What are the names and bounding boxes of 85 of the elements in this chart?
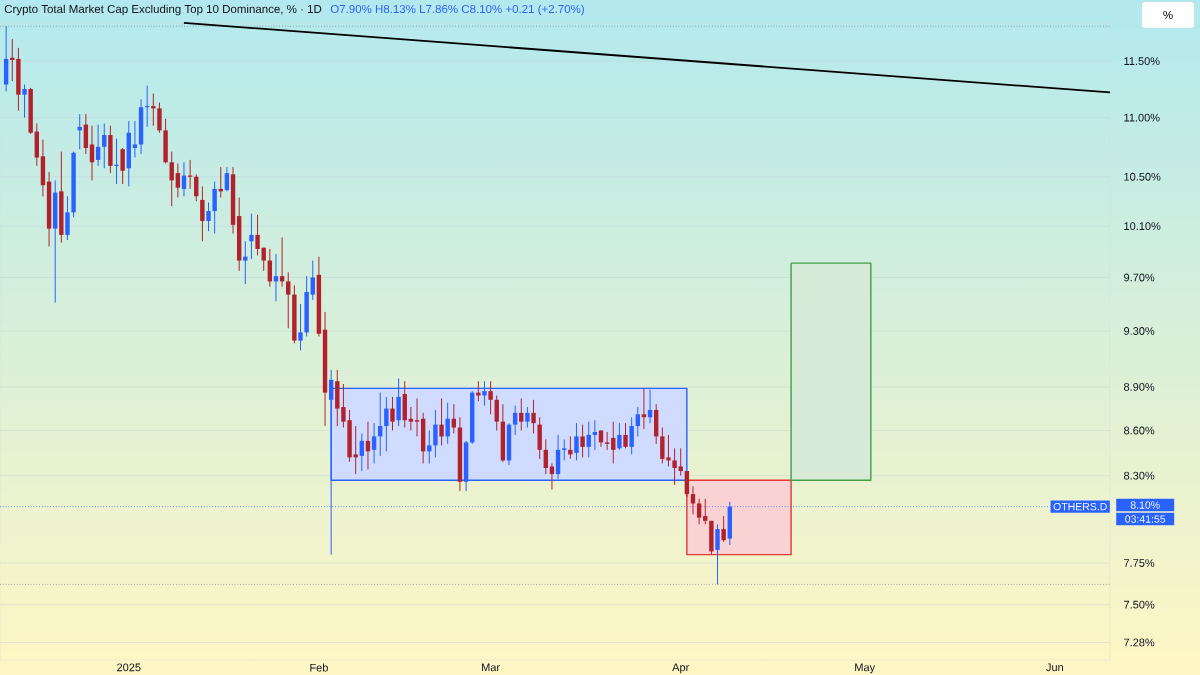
candlestick (574, 422, 579, 461)
y-tick-label: 11.50% (1124, 57, 1160, 65)
candlestick (696, 498, 702, 525)
candlestick (678, 447, 683, 477)
chart-title: Crypto Total Market Cap Excluding Top 10 Dominance, % · 1D (4, 4, 322, 16)
candlestick (562, 438, 567, 461)
candlestick (359, 432, 365, 472)
candlestick (384, 396, 389, 452)
candlestick (672, 447, 677, 486)
candlestick (157, 102, 162, 134)
candlestick (22, 84, 27, 119)
chart-subtitle: O7.90% H8.13% L7.86% C8.10% +0.21 (+2.70%) (330, 4, 584, 16)
candlestick (451, 403, 457, 434)
candlestick (102, 122, 107, 169)
x-tick-label: Apr (672, 663, 690, 674)
candlestick (494, 395, 499, 431)
candlestick (114, 138, 119, 185)
candlestick (617, 422, 622, 451)
candlestick (488, 380, 493, 415)
candlestick (519, 397, 524, 431)
y-tick-label: 10.50% (1124, 172, 1161, 181)
candlestick (132, 120, 138, 159)
candlestick (580, 424, 585, 458)
candlestick (635, 406, 640, 437)
y-tick-label: 7.50% (1124, 600, 1155, 609)
candlestick (224, 166, 230, 192)
candlestick (445, 402, 450, 445)
y-axis-title: % (1163, 10, 1173, 20)
candlestick (200, 185, 205, 242)
candlestick (611, 421, 616, 464)
candlestick (703, 498, 708, 525)
candlestick (206, 201, 211, 232)
y-tick-label: 7.75% (1124, 559, 1155, 567)
y-tick-label: 8.90% (1124, 383, 1155, 391)
candlestick (623, 422, 628, 449)
candlestick (549, 462, 555, 490)
candlestick (592, 419, 598, 451)
candlestick (427, 430, 432, 464)
candlestick (586, 421, 591, 458)
x-tick-label: Jun (1046, 663, 1063, 672)
y-tick-label: 7.28% (1124, 638, 1155, 647)
candlestick (212, 181, 217, 235)
candlestick (310, 260, 315, 301)
candlestick (512, 405, 518, 436)
y-tick-label: 11.00% (1124, 113, 1160, 122)
text: 8.10% (1130, 501, 1160, 509)
candlestick (715, 523, 720, 585)
candlestick (568, 435, 573, 460)
candlestick (286, 271, 291, 329)
candlestick (249, 213, 254, 260)
x-tick-label: 2025 (117, 663, 141, 672)
candlestick (721, 515, 726, 543)
x-tick-label: Feb (310, 663, 328, 672)
candlestick (89, 125, 95, 181)
y-tick-label: 9.70% (1124, 273, 1155, 282)
candlestick (414, 397, 420, 437)
y-tick-label: 9.30% (1124, 327, 1155, 335)
text: 03:41:55 (1125, 515, 1166, 523)
candlestick (151, 93, 156, 127)
candlestick (439, 397, 444, 446)
candlestick (298, 303, 303, 351)
x-tick-label: Mar (482, 663, 500, 672)
y-tick-label: 8.30% (1124, 471, 1155, 480)
candlestick (120, 147, 125, 185)
y-tick-label: 10.10% (1124, 222, 1161, 230)
candlestick (65, 195, 70, 241)
candlestick (629, 416, 634, 455)
candlestick (175, 162, 181, 198)
candlestick (641, 387, 647, 430)
candlestick (604, 431, 610, 451)
candlestick (390, 396, 395, 431)
candlestick (476, 380, 481, 402)
x-tick-label: May (855, 663, 876, 674)
candlestick (169, 151, 174, 207)
candlestick (525, 406, 530, 429)
ref-line-label: OTHERS.D (1053, 502, 1107, 511)
y-tick-label: 8.60% (1124, 426, 1155, 435)
candlestick (243, 240, 248, 285)
candlestick (408, 406, 414, 431)
candlestick (543, 438, 549, 475)
candlestick (684, 470, 690, 498)
candlestick (531, 399, 536, 434)
candlestick (433, 409, 438, 458)
candlestick (371, 422, 377, 464)
candlestick (95, 124, 101, 167)
